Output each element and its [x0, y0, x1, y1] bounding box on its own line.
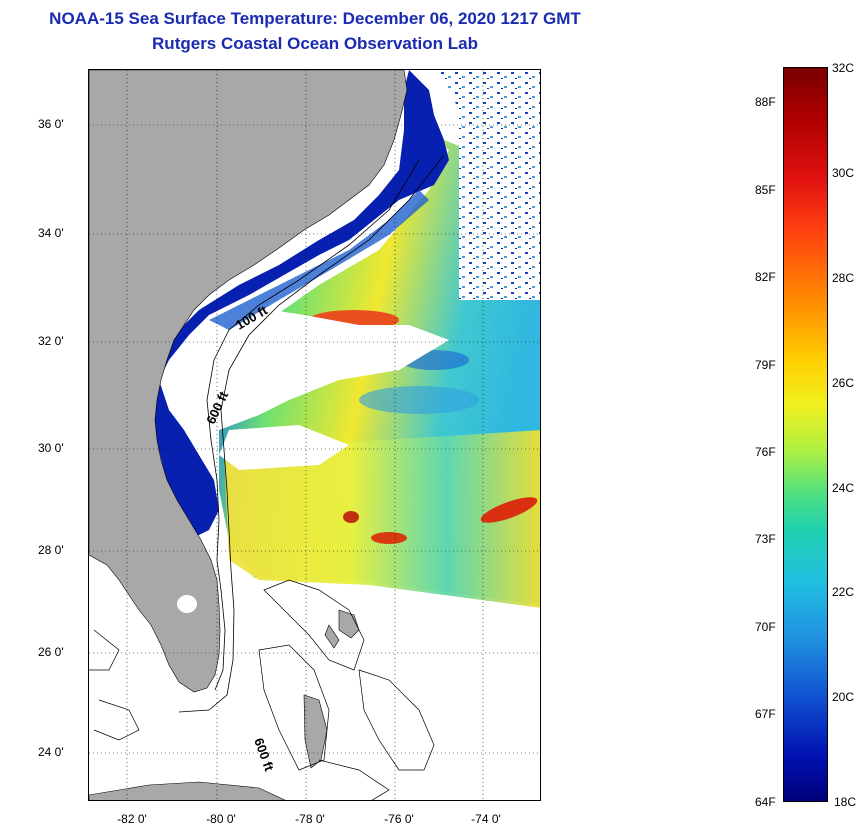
lat-tick: 30 0' — [38, 441, 64, 455]
colorbar-celsius-label: 30C — [832, 166, 855, 180]
lon-tick: -76 0' — [384, 812, 414, 826]
colorbar-fahrenheit-label: 88F — [755, 95, 776, 109]
warm-eddy — [480, 497, 538, 523]
cuba-land — [89, 781, 286, 800]
colorbar-celsius-label: 26C — [832, 376, 855, 390]
colorbar-celsius-label: 20C — [832, 690, 855, 704]
lat-tick: 26 0' — [38, 645, 64, 659]
us-land — [89, 70, 408, 693]
colorbar-celsius-label: 32C — [832, 61, 855, 75]
colorbar-fahrenheit-label: 82F — [755, 270, 776, 284]
lon-tick: -80 0' — [206, 812, 236, 826]
colorbar-fahrenheit-label: 79F — [755, 358, 776, 372]
colorbar-fahrenheit-label: 73F — [755, 532, 776, 546]
cloud-region — [219, 425, 349, 470]
temperature-colorbar — [783, 67, 828, 802]
bahamas-island — [303, 694, 328, 769]
lon-tick: -82 0' — [117, 812, 147, 826]
sst-swath-south — [224, 430, 540, 608]
lat-tick: 28 0' — [38, 543, 64, 557]
lake-okeechobee — [177, 595, 197, 613]
colorbar-fahrenheit-label: 64F — [755, 795, 776, 809]
colorbar-fahrenheit-label: 70F — [755, 620, 776, 634]
lon-tick: -78 0' — [295, 812, 325, 826]
coastal-cold-water — [149, 70, 449, 540]
colorbar-celsius-label: 18C — [834, 795, 857, 809]
colorbar-fahrenheit-label: 76F — [755, 445, 776, 459]
sst-map[interactable]: 100 ft 600 ft 600 ft — [88, 69, 541, 801]
lat-tick: 24 0' — [38, 745, 64, 759]
contour-600ft — [178, 154, 445, 713]
lat-tick: 32 0' — [38, 334, 64, 348]
lat-tick: 34 0' — [38, 226, 64, 240]
colorbar-celsius-label: 22C — [832, 585, 855, 599]
colorbar-fahrenheit-label: 85F — [755, 183, 776, 197]
bahamas-island — [338, 609, 360, 639]
colorbar-celsius-label: 24C — [832, 481, 855, 495]
colorbar-celsius-label: 28C — [832, 271, 855, 285]
chart-title: NOAA-15 Sea Surface Temperature: Decembe… — [49, 9, 581, 28]
chart-subtitle: Rutgers Coastal Ocean Observation Lab — [152, 34, 478, 53]
warm-eddy — [343, 511, 359, 523]
colorbar-fahrenheit-label: 67F — [755, 707, 776, 721]
warm-eddy — [371, 532, 407, 544]
lat-tick: 36 0' — [38, 117, 64, 131]
contour-100ft — [206, 159, 420, 691]
lon-tick: -74 0' — [471, 812, 501, 826]
contour-label-600ft-south: 600 ft — [251, 736, 277, 774]
sst-map-svg: 100 ft 600 ft 600 ft — [89, 70, 540, 800]
